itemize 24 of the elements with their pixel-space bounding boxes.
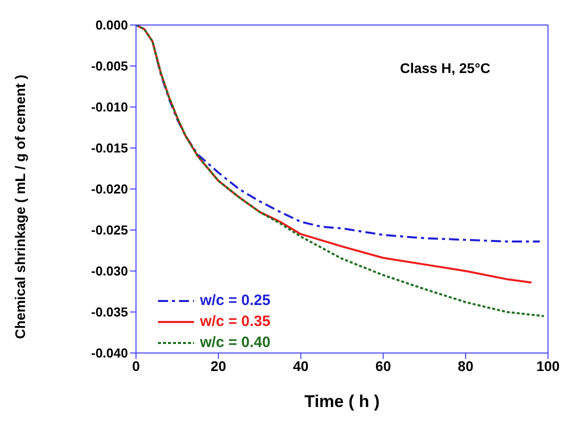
y-tick-label: -0.035 <box>91 304 128 320</box>
x-tick-label: 40 <box>293 358 309 374</box>
legend-label: w/c = 0.40 <box>200 333 270 353</box>
x-tick-label: 100 <box>536 358 560 374</box>
y-axis-title: Chemical shrinkage ( mL / g of cement ) <box>12 74 28 339</box>
legend-label: w/c = 0.35 <box>200 312 270 332</box>
y-tick-label: -0.010 <box>91 100 128 115</box>
x-tick-label: 60 <box>375 358 392 374</box>
x-tick-label: 80 <box>458 358 474 374</box>
y-tick-label: 0.000 <box>95 18 128 33</box>
legend-entry: w/c = 0.40 <box>158 332 270 353</box>
y-tick-label: -0.020 <box>91 182 128 197</box>
y-tick-label: -0.030 <box>91 264 128 279</box>
y-tick-label: -0.015 <box>91 140 128 156</box>
legend-entry: w/c = 0.35 <box>158 311 270 332</box>
legend-label: w/c = 0.25 <box>200 291 270 311</box>
x-tick-label: 20 <box>210 358 226 374</box>
y-tick-label: -0.005 <box>91 58 128 74</box>
x-axis-title: Time ( h ) <box>304 392 380 411</box>
y-tick-label: -0.040 <box>91 346 128 361</box>
legend-entry: w/c = 0.25 <box>158 290 270 311</box>
x-tick-label: 0 <box>132 358 140 374</box>
annotation: Class H, 25°C <box>400 60 490 76</box>
y-tick-label: -0.025 <box>91 222 128 238</box>
